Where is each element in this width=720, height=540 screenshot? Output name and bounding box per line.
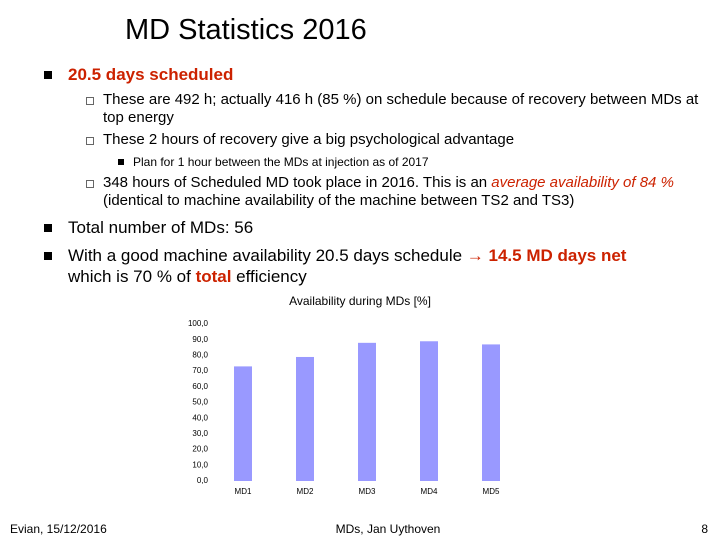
item: 20.5 days scheduled [68,65,234,84]
bullet [44,224,52,232]
bullet [86,97,94,105]
text-run: efficiency [231,267,307,286]
bar [296,356,314,481]
y-tick-label: 90,0 [192,335,208,344]
item: Plan for 1 hour between the MDs at injec… [133,155,429,169]
bar [234,366,252,481]
slide-title: MD Statistics 2016 [125,14,367,46]
y-tick-label: 0,0 [197,476,209,485]
bullet [118,159,124,165]
text-run: → 14.5 MD days net [466,246,627,265]
text-run: average availability of 84 % [491,174,674,191]
y-tick-label: 80,0 [192,351,208,360]
chart-title: Availability during MDs [%] [289,294,431,308]
y-tick-label: 20,0 [192,445,208,454]
x-tick-label: MD2 [297,487,314,496]
footer-left: Evian, 15/12/2016 [10,522,107,536]
y-tick-label: 60,0 [192,382,208,391]
y-tick-label: 70,0 [192,366,208,375]
text-run: total [195,267,232,286]
chart: Availability during MDs [%] 0,0 10,0 20,0 3… [188,294,500,496]
item: 348 hours of Scheduled MD took place in … [103,174,683,210]
bar [358,342,376,481]
y-tick-label: 10,0 [192,460,208,469]
x-tick-label: MD1 [235,487,252,496]
y-tick-label: 40,0 [192,413,208,422]
text-run: 348 hours of Scheduled MD took place in … [103,174,492,191]
y-tick-label: 30,0 [192,429,208,438]
bullet [86,180,94,188]
x-tick-label: MD5 [483,487,500,496]
bullet [44,71,52,79]
footer-center: MDs, Jan Uythoven [335,522,441,536]
page-number: 8 [701,522,708,536]
item: With a good machine availability 20.5 da… [68,245,688,287]
text-run: which is 70 % of [68,267,196,286]
bullet [44,252,52,260]
item: These 2 hours of recovery give a big psy… [103,131,515,148]
x-tick-label: MD4 [421,487,438,496]
bullet [86,137,94,145]
y-tick-label: 100,0 [188,319,209,328]
y-tick-label: 50,0 [192,398,208,407]
x-tick-label: MD3 [359,487,376,496]
bar [482,344,500,481]
item: Total number of MDs: 56 [68,218,254,237]
bar [420,341,438,481]
text-run: With a good machine availability 20.5 da… [68,246,467,265]
text-run: (identical to machine availability of th… [103,192,575,209]
item: These are 492 h; actually 416 h (85 %) o… [103,91,699,126]
